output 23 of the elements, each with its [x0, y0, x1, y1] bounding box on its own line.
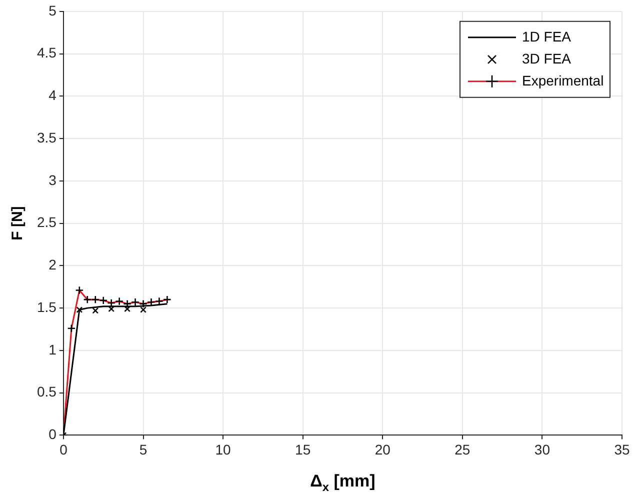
y-tick-label: 0: [48, 426, 57, 442]
x-tick-label: 10: [215, 441, 232, 458]
x-tick-label: 0: [60, 441, 68, 458]
y-tick-label: 3: [48, 172, 57, 188]
x-tick-label: 20: [374, 441, 391, 458]
x-tick-label: 30: [534, 441, 550, 458]
y-tick-label: 1.5: [36, 298, 57, 315]
x-tick-label: 5: [139, 441, 148, 458]
x-tick-label: 25: [454, 441, 470, 458]
y-tick-label: 1: [48, 341, 57, 358]
legend-label: 3D FEA: [522, 50, 572, 66]
y-tick-label: 2: [48, 256, 57, 273]
y-tick-label: 4: [48, 87, 57, 104]
y-tick-label: 3.5: [36, 129, 57, 146]
y-tick-label: 2.5: [36, 214, 57, 230]
y-tick-label: 4.5: [36, 44, 57, 61]
legend-label: Experimental: [522, 72, 604, 88]
x-tick-label: 15: [295, 441, 311, 458]
y-tick-label: 0.5: [36, 384, 57, 400]
x-tick-label: 35: [614, 441, 630, 458]
y-axis-title: F [N]: [9, 206, 26, 240]
legend-label: 1D FEA: [522, 28, 572, 44]
y-tick-label: 5: [48, 2, 57, 18]
